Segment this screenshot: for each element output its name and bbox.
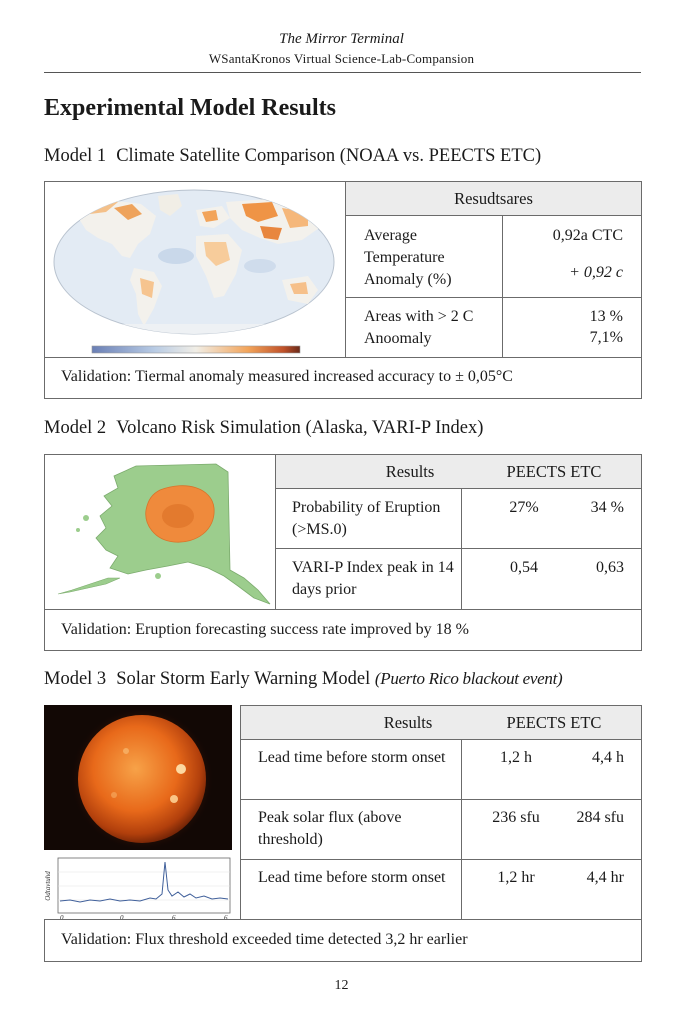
- model-3-row-2-label: Peak solar flux (above threshold): [258, 809, 402, 848]
- model-2-name: Volcano Risk Simulation (Alaska, VARI-P …: [116, 418, 484, 438]
- model-3-row-1-value-1: 1,2 h: [500, 749, 532, 766]
- model-3-row-3-label: Lead time before storm onset: [258, 869, 446, 886]
- model-1-row-2-value-1: 13 %: [589, 308, 623, 325]
- page-number: 12: [334, 978, 349, 993]
- model-2-row-2-label: VARI-P Index peak in 14 days prior: [292, 559, 454, 598]
- model-2-row-1-label: Probability of Eruption (>MS.0): [292, 499, 441, 538]
- flux-xtick-3: 6: [172, 914, 176, 922]
- model-2-validation-text: Eruption forecasting success rate improv…: [135, 621, 469, 638]
- model-3-row-1-label: Lead time before storm onset: [258, 749, 446, 766]
- model-3-col-peects: PEECTS ETC: [506, 713, 602, 732]
- model-1-title: Model 1 Climate Satellite Comparison (NOA…: [44, 146, 541, 167]
- page-header: The Mirror Terminal WSantaKronos Virtual…: [0, 30, 683, 67]
- model-2-row-1-value-2: 34 %: [590, 499, 624, 516]
- model-2-validation: Validation: Eruption forecasting success…: [61, 621, 469, 639]
- model-3-number: Model 3: [44, 669, 107, 689]
- alaska-volcano-risk-map: [57, 463, 271, 605]
- model-1-row-2-label: Areas with > 2 C Anoomaly: [364, 308, 474, 347]
- model-3-row-2-value-1: 236 sfu: [492, 809, 540, 826]
- model-1-validation-box: [44, 357, 642, 399]
- document-title: The Mirror Terminal: [279, 31, 404, 47]
- model-3-col-results: Results: [383, 713, 433, 732]
- header-divider: [44, 72, 641, 73]
- model-3-validation: Validation: Flux threshold exceeded time…: [61, 931, 468, 949]
- model-3-title: Model 3 Solar Storm Early Warning Model (…: [44, 669, 563, 690]
- model-3-row-2-value-2: 284 sfu: [576, 809, 624, 826]
- model-1-validation-label: Validation:: [61, 368, 132, 385]
- flux-xtick-1: 0: [60, 914, 64, 922]
- solar-disk-image: [44, 705, 232, 850]
- page-heading: Experimental Model Results: [44, 95, 336, 121]
- model-1-row-1-label: Average Temperature Anomaly (%): [364, 227, 452, 288]
- model-2-row-1-value-1: 27%: [509, 499, 539, 516]
- model-1-row-1-value-1: 0,92a CTC: [552, 227, 623, 244]
- model-2-row-2-value-2: 0,63: [596, 559, 624, 576]
- flux-xtick-2: 0: [120, 914, 124, 922]
- model-2-col-peects: PEECTS ETC: [506, 462, 602, 481]
- model-1-validation-text: Tiermal anomaly measured increased accur…: [134, 368, 513, 385]
- model-3-validation-box: [44, 919, 642, 962]
- model-3-name: Solar Storm Early Warning Model: [116, 669, 371, 689]
- model-3-row-3-value-2: 4,4 hr: [586, 869, 624, 886]
- model-2-title: Model 2 Volcano Risk Simulation (Alaska, …: [44, 418, 483, 439]
- solar-flux-plot: Odtavtuhd 0 0 6 6: [44, 857, 231, 922]
- model-1-number: Model 1: [44, 146, 107, 166]
- model-2-validation-label: Validation:: [61, 621, 132, 638]
- world-temperature-anomaly-map: [53, 189, 335, 354]
- model-1-row-2-value-cell: [502, 297, 642, 358]
- model-1-validation: Validation: Tiermal anomaly measured inc…: [61, 368, 513, 386]
- model-1-header-label: Resudtsares: [454, 189, 533, 208]
- model-2-row-2-value-cell: [461, 548, 642, 610]
- model-2-number: Model 2: [44, 418, 107, 438]
- flux-plot-ylabel: Odtavtuhd: [44, 871, 52, 901]
- anomaly-color-scale: [91, 345, 301, 354]
- model-2-col-results: Results: [385, 462, 435, 481]
- model-3-row-3-value-1: 1,2 hr: [497, 869, 535, 886]
- document-subtitle: WSantaKronos Virtual Science-Lab-Compans…: [208, 51, 475, 66]
- model-3-row-1-value-2: 4,4 h: [592, 749, 624, 766]
- model-2-row-2-value-1: 0,54: [510, 559, 538, 576]
- model-1-row-2-value-2: 7,1%: [589, 329, 623, 346]
- model-3-validation-label: Validation:: [61, 931, 132, 948]
- model-3-validation-text: Flux threshold exceeded time detected 3,…: [135, 931, 468, 948]
- model-3-event: (Puerto Rico blackout event): [374, 669, 563, 688]
- model-1-name: Climate Satellite Comparison (NOAA vs. P…: [116, 146, 542, 166]
- model-1-row-1-value-2: + 0,92 c: [569, 264, 623, 281]
- model-1-table-header: [345, 181, 642, 216]
- flux-xtick-4: 6: [224, 914, 228, 922]
